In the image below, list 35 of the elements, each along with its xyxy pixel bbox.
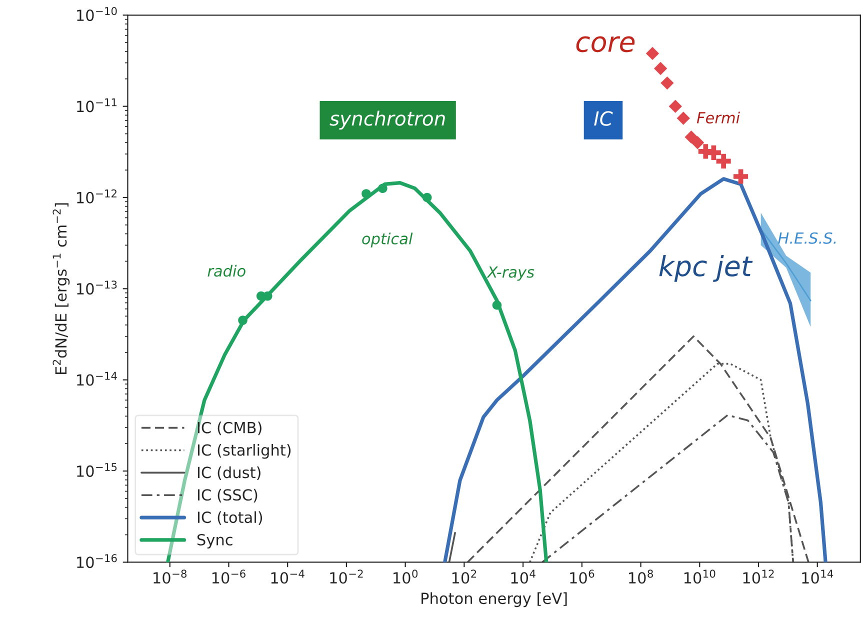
annotation: Fermi bbox=[696, 112, 740, 124]
legend-label: IC (dust) bbox=[198, 466, 260, 480]
x-tick-label: 10$^{−6}$ bbox=[212, 570, 246, 584]
legend-label: IC (SSC) bbox=[198, 488, 258, 502]
x-tick-label: 10$^{6}$ bbox=[570, 570, 594, 584]
x-tick-label: 10$^{2}$ bbox=[452, 570, 476, 584]
y-axis-title: E$^{2}$dN/dE [ergs$^{−1}$ cm$^{−2}$] bbox=[52, 203, 70, 374]
legend-label: Sync bbox=[197, 534, 232, 548]
annotation: optical bbox=[362, 232, 413, 248]
y-tick-label: 10$^{−11}$ bbox=[77, 98, 117, 112]
x-tick-label: 10$^{4}$ bbox=[511, 570, 536, 584]
x-tick-label: 10$^{−4}$ bbox=[271, 570, 304, 584]
y-tick-label: 10$^{−16}$ bbox=[77, 554, 117, 568]
x-tick-label: 10$^{12}$ bbox=[743, 570, 774, 584]
y-tick-label: 10$^{−14}$ bbox=[77, 372, 117, 386]
x-axis-title: Photon energy [eV] bbox=[422, 592, 567, 608]
x-tick-label: 10$^{10}$ bbox=[684, 570, 716, 584]
legend-label: IC (total) bbox=[198, 511, 262, 525]
annotation: core bbox=[576, 36, 635, 52]
y-tick-label: 10$^{−13}$ bbox=[77, 280, 117, 295]
annotation: kpc jet bbox=[659, 255, 753, 282]
annotation: X-rays bbox=[486, 266, 534, 281]
x-tick-label: 10$^{0}$ bbox=[394, 570, 418, 584]
y-tick-label: 10$^{−10}$ bbox=[77, 7, 117, 22]
x-tick-label: 10$^{8}$ bbox=[629, 570, 653, 584]
x-tick-label: 10$^{14}$ bbox=[802, 570, 834, 584]
x-tick-label: 10$^{−2}$ bbox=[330, 570, 363, 584]
y-tick-label: 10$^{−15}$ bbox=[77, 463, 117, 477]
legend-label: IC (starlight) bbox=[198, 444, 291, 459]
annotation: radio bbox=[208, 264, 246, 277]
annotation: H.E.S.S. bbox=[778, 232, 836, 244]
y-tick-label: 10$^{−12}$ bbox=[77, 189, 116, 204]
annotation: synchrotron bbox=[330, 110, 445, 130]
x-tick-label: 10$^{−8}$ bbox=[154, 570, 187, 584]
annotation: IC bbox=[594, 111, 613, 126]
